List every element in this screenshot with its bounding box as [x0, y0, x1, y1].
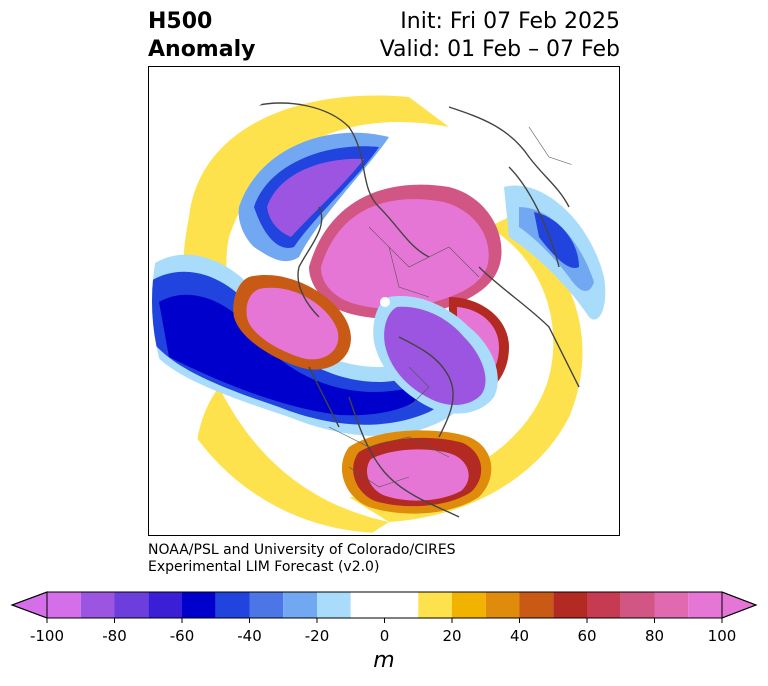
anomaly-map-svg — [152, 69, 616, 533]
coastlines — [248, 102, 580, 518]
colorbar-swatch — [182, 592, 216, 618]
colorbar-tick-label: -60 — [169, 627, 195, 645]
colorbar-swatch — [148, 592, 182, 618]
colorbar-swatch — [215, 592, 250, 618]
valid-range: Valid: 01 Feb – 07 Feb — [379, 37, 620, 62]
positive-anomaly-arctic-core — [321, 199, 489, 309]
colorbar-swatch — [283, 592, 317, 618]
colorbar-tick-label: 40 — [509, 627, 530, 645]
colorbar-tick-label: 20 — [442, 627, 462, 645]
polar-map — [148, 66, 620, 536]
colorbar-swatch — [47, 592, 81, 618]
colorbar-swatch — [317, 592, 351, 618]
negative-anomaly-alaska-core — [267, 158, 364, 237]
credit-line-1: NOAA/PSL and University of Colorado/CIRE… — [148, 542, 456, 558]
colorbar-tick-label: -80 — [102, 627, 127, 645]
colorbar-swatch — [249, 592, 284, 618]
credit-text: NOAA/PSL and University of Colorado/CIRE… — [148, 542, 456, 576]
positive-anomaly-atlantic-core — [367, 449, 469, 501]
colorbar-tick-label: 100 — [707, 627, 737, 645]
colorbar-tick-label: 0 — [379, 627, 390, 645]
init-date: Init: Fri 07 Feb 2025 — [400, 9, 620, 34]
colorbar-swatch — [587, 592, 621, 618]
credit-line-2: Experimental LIM Forecast (v2.0) — [148, 559, 380, 575]
colorbar-extend-high — [721, 591, 758, 619]
colorbar-extend-low — [10, 591, 48, 619]
colorbar-swatch — [418, 592, 452, 618]
positive-anomaly-pacific-core — [246, 287, 339, 360]
negative-anomaly-pacific-south-core — [384, 306, 486, 405]
colorbar-swatch — [553, 592, 587, 618]
colorbar-swatch — [688, 592, 722, 618]
colorbar — [10, 591, 758, 623]
colorbar-swatch — [519, 592, 554, 618]
colorbar-swatch — [654, 592, 689, 618]
title-anomaly: Anomaly — [148, 37, 256, 62]
title-left: H500 Anomaly — [148, 8, 255, 64]
anomaly-positive-ring-east — [349, 217, 583, 522]
country-borders — [328, 126, 580, 488]
colorbar-swatch — [485, 592, 520, 618]
colorbar-tick-label: 80 — [644, 627, 665, 645]
colorbar-swatch — [452, 592, 486, 618]
colorbar-unit-label: m — [373, 648, 395, 673]
colorbar-tick-label: -40 — [237, 627, 262, 645]
colorbar-swatch — [350, 592, 419, 618]
title-variable: H500 — [148, 9, 213, 34]
colorbar-tick-label: 60 — [577, 627, 597, 645]
colorbar-tick-label: -20 — [304, 627, 330, 645]
negative-anomaly-asia-core — [159, 294, 429, 416]
title-right: Init: Fri 07 Feb 2025 Valid: 01 Feb – 07… — [380, 8, 620, 64]
colorbar-swatch — [80, 592, 115, 618]
colorbar-swatch — [114, 592, 149, 618]
north-pole-marker — [380, 297, 390, 307]
colorbar-swatch — [620, 592, 655, 618]
colorbar-tick-label: -100 — [29, 627, 65, 645]
anomaly-positive-ring-west — [183, 95, 450, 367]
